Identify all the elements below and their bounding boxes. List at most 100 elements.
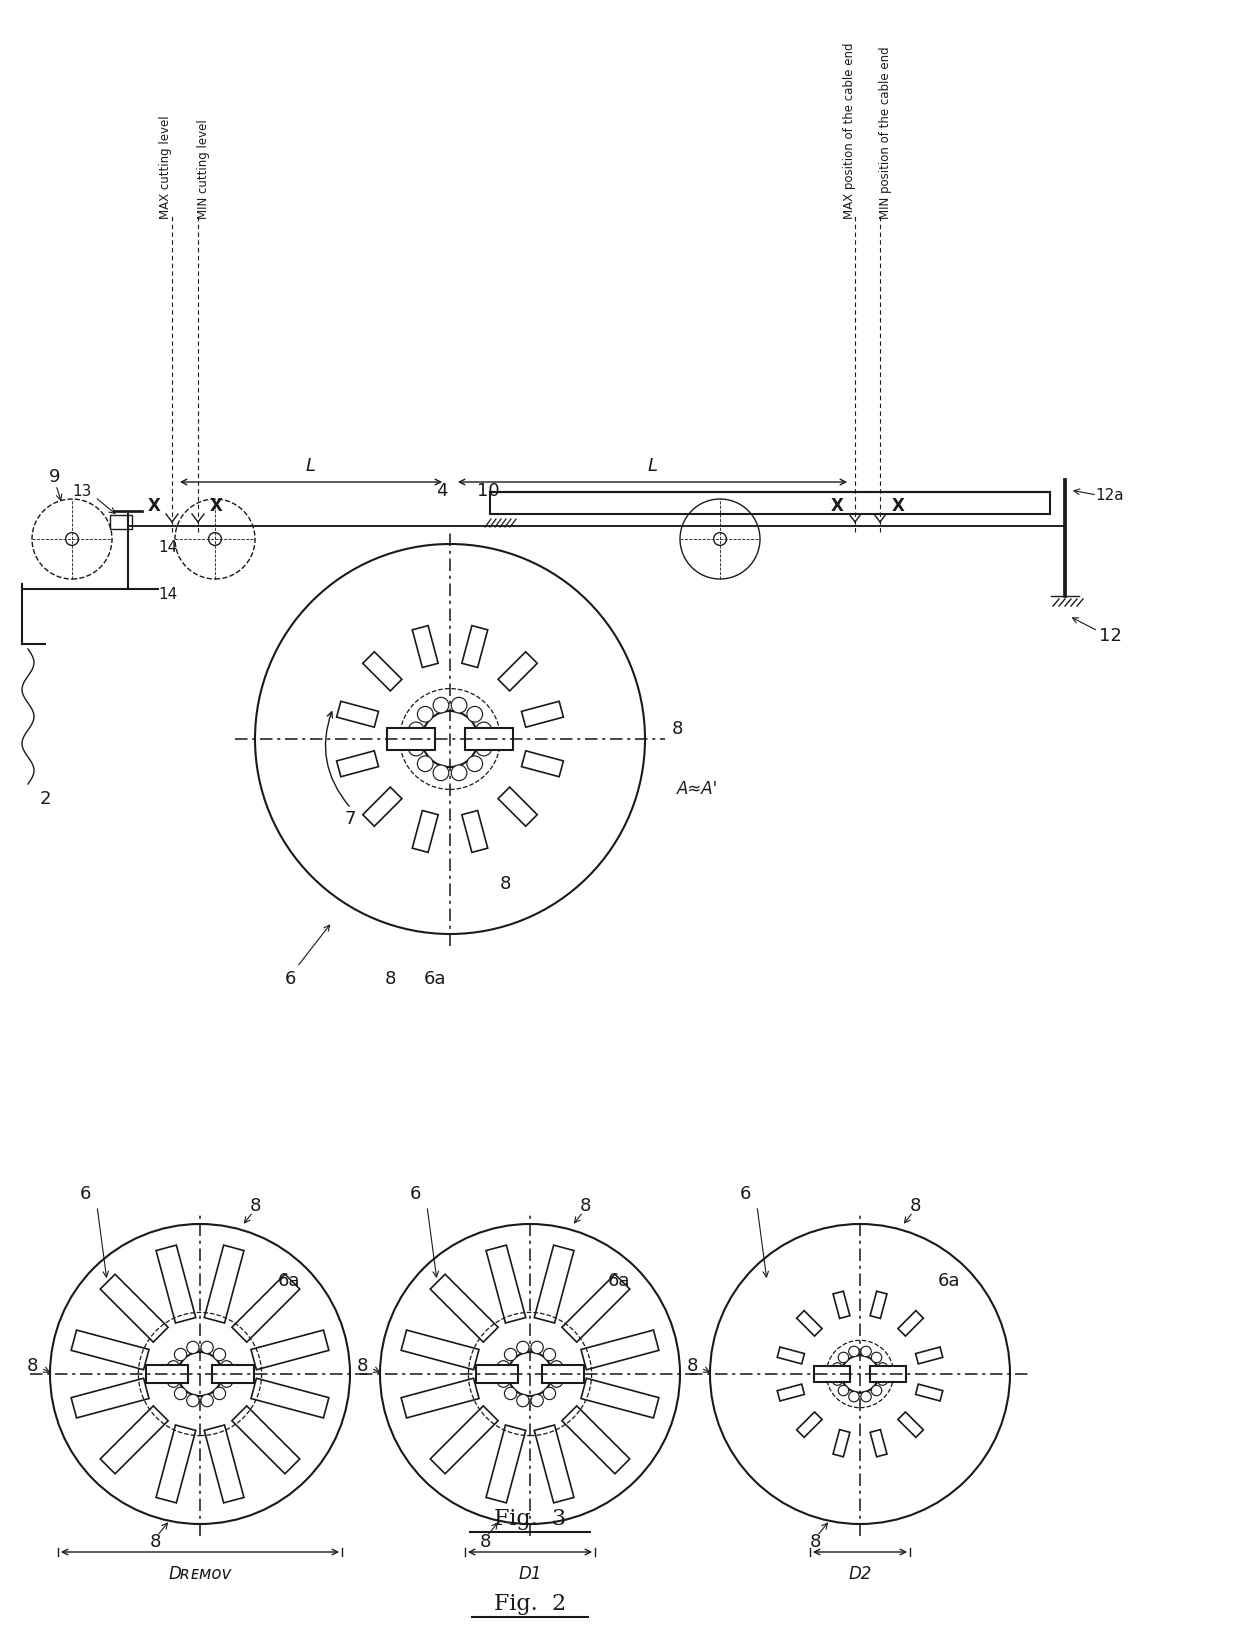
Text: X: X <box>892 497 904 515</box>
Circle shape <box>201 1341 213 1354</box>
Circle shape <box>878 1375 888 1385</box>
Circle shape <box>476 740 491 756</box>
Circle shape <box>838 1352 848 1363</box>
Circle shape <box>861 1391 872 1403</box>
Text: D2: D2 <box>848 1565 872 1583</box>
Circle shape <box>221 1375 233 1388</box>
Circle shape <box>531 1341 543 1354</box>
Bar <box>387 728 434 749</box>
Text: 13: 13 <box>72 484 92 498</box>
Circle shape <box>221 1360 233 1373</box>
Circle shape <box>167 1375 180 1388</box>
Text: A≈A': A≈A' <box>677 780 718 798</box>
Text: L: L <box>647 458 657 476</box>
Text: X: X <box>148 497 160 515</box>
Text: 4: 4 <box>436 482 448 500</box>
Circle shape <box>451 697 467 714</box>
Circle shape <box>175 1388 187 1399</box>
Circle shape <box>408 722 424 738</box>
Circle shape <box>505 1388 517 1399</box>
Circle shape <box>213 1388 226 1399</box>
Text: 6: 6 <box>409 1184 420 1202</box>
Circle shape <box>467 756 482 772</box>
Text: 8: 8 <box>686 1357 698 1375</box>
Circle shape <box>418 707 433 722</box>
Circle shape <box>508 1352 552 1396</box>
Text: L: L <box>306 458 316 476</box>
Text: MAX cutting level: MAX cutting level <box>160 116 172 218</box>
Bar <box>212 1365 254 1383</box>
Text: Fig.  3: Fig. 3 <box>494 1508 567 1530</box>
Text: 8: 8 <box>384 969 396 989</box>
Text: 8: 8 <box>810 1533 821 1551</box>
Text: 8: 8 <box>249 1197 260 1215</box>
Circle shape <box>433 766 449 780</box>
Text: Dʀᴇᴍᴏᴠ: Dʀᴇᴍᴏᴠ <box>169 1565 232 1583</box>
Circle shape <box>467 707 482 722</box>
Circle shape <box>841 1355 879 1393</box>
Text: 8: 8 <box>909 1197 920 1215</box>
Circle shape <box>408 740 424 756</box>
Text: 12a: 12a <box>1096 487 1125 502</box>
Circle shape <box>713 533 727 546</box>
Text: 6: 6 <box>739 1184 750 1202</box>
Text: 6a: 6a <box>278 1272 300 1290</box>
Circle shape <box>872 1352 882 1363</box>
Circle shape <box>451 766 467 780</box>
Circle shape <box>505 1349 517 1360</box>
Text: X: X <box>210 497 222 515</box>
Circle shape <box>208 533 222 546</box>
Text: 8: 8 <box>149 1533 161 1551</box>
Circle shape <box>422 710 477 767</box>
Circle shape <box>848 1391 859 1403</box>
Text: 8: 8 <box>671 720 683 738</box>
Text: 12: 12 <box>1099 627 1121 645</box>
Circle shape <box>187 1341 200 1354</box>
Circle shape <box>433 697 449 714</box>
Text: 8: 8 <box>26 1357 37 1375</box>
Circle shape <box>838 1385 848 1396</box>
Text: D1: D1 <box>518 1565 542 1583</box>
Circle shape <box>551 1360 563 1373</box>
Bar <box>110 515 131 529</box>
Text: Fig.  2: Fig. 2 <box>494 1593 567 1614</box>
Circle shape <box>861 1346 872 1357</box>
Text: 6a: 6a <box>937 1272 961 1290</box>
Circle shape <box>66 533 78 546</box>
Text: 14: 14 <box>159 586 177 601</box>
Circle shape <box>551 1375 563 1388</box>
Bar <box>465 728 513 749</box>
Text: 2: 2 <box>40 790 51 808</box>
Circle shape <box>175 1349 187 1360</box>
Circle shape <box>187 1394 200 1407</box>
Circle shape <box>531 1394 543 1407</box>
Circle shape <box>476 722 491 738</box>
Bar <box>476 1365 518 1383</box>
Text: 8: 8 <box>356 1357 368 1375</box>
Circle shape <box>543 1388 556 1399</box>
Circle shape <box>543 1349 556 1360</box>
Circle shape <box>832 1375 843 1385</box>
Circle shape <box>497 1360 510 1373</box>
Text: 6: 6 <box>79 1184 91 1202</box>
Bar <box>490 492 1050 515</box>
Circle shape <box>517 1394 529 1407</box>
Text: 8: 8 <box>579 1197 590 1215</box>
Circle shape <box>848 1346 859 1357</box>
Bar <box>813 1367 849 1381</box>
Circle shape <box>201 1394 213 1407</box>
Circle shape <box>872 1385 882 1396</box>
Circle shape <box>832 1363 843 1373</box>
Circle shape <box>167 1360 180 1373</box>
Text: MIN cutting level: MIN cutting level <box>197 119 211 218</box>
Text: 14: 14 <box>159 539 177 554</box>
Bar <box>542 1365 584 1383</box>
Bar <box>146 1365 188 1383</box>
Bar <box>870 1367 906 1381</box>
Circle shape <box>497 1375 510 1388</box>
Text: MAX position of the cable end: MAX position of the cable end <box>842 42 856 218</box>
Text: 8: 8 <box>480 1533 491 1551</box>
Text: 8: 8 <box>500 875 511 893</box>
Text: MIN position of the cable end: MIN position of the cable end <box>879 46 893 218</box>
Circle shape <box>213 1349 226 1360</box>
